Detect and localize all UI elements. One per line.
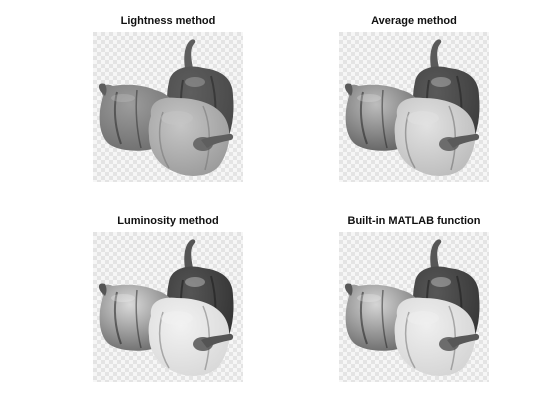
panel-title: Average method <box>371 15 457 27</box>
pepper-image <box>339 32 489 182</box>
panel-title: Lightness method <box>120 15 216 27</box>
pepper-image <box>93 32 243 182</box>
panel-title: Built-in MATLAB function <box>347 215 481 227</box>
panel-title: Luminosity method <box>117 215 219 227</box>
pepper-image <box>93 232 243 382</box>
pepper-image <box>339 232 489 382</box>
